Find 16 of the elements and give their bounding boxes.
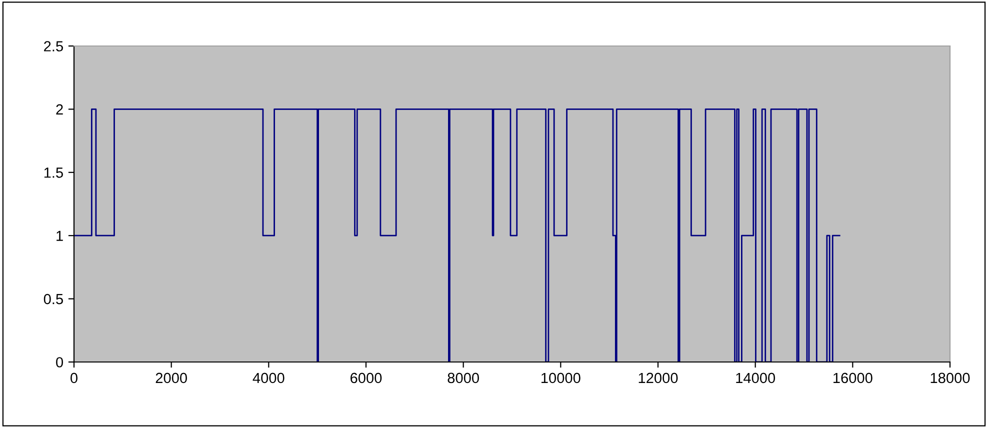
y-tick-label: 1.5 (44, 168, 63, 178)
x-tick-label: 10000 (542, 372, 580, 384)
x-tick-label: 6000 (350, 372, 382, 384)
y-tick-label: 0 (56, 357, 64, 368)
x-tick-label: 18000 (930, 372, 970, 384)
y-tick-label: 0.5 (44, 294, 63, 304)
x-tick-label: 8000 (448, 372, 479, 384)
x-tick-label: 16000 (834, 372, 872, 384)
x-tick-label: 2000 (156, 372, 187, 384)
y-tick-label: 2 (56, 104, 63, 114)
x-tick-label: 4000 (252, 372, 284, 384)
y-tick-label: 1 (56, 230, 63, 241)
x-tick-label: 0 (70, 372, 78, 384)
y-tick-label: 2.5 (44, 41, 63, 52)
x-tick-label: 14000 (736, 372, 776, 384)
x-tick-label: 12000 (638, 372, 678, 384)
